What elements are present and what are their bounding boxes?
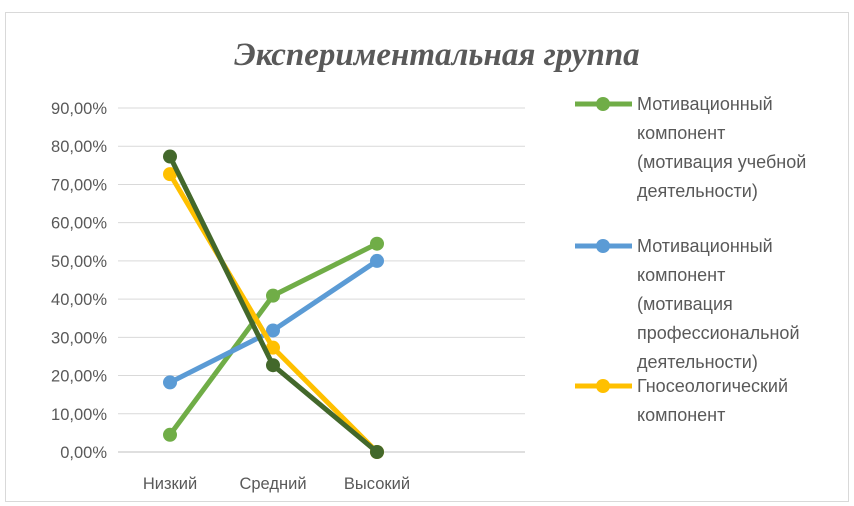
x-tick-label: Высокий	[344, 475, 410, 493]
data-point	[266, 358, 280, 373]
legend-swatch-marker	[596, 379, 610, 393]
legend-label: Гносеологический	[637, 376, 788, 396]
series-1	[163, 236, 384, 442]
data-point	[266, 340, 280, 355]
data-point	[163, 427, 177, 442]
y-tick-label: 30,00%	[51, 329, 107, 347]
legend-entry: Мотивационный компонент (мотивация професси…	[575, 236, 800, 372]
data-point	[370, 253, 384, 268]
legend-label: компонент	[637, 265, 725, 285]
y-tick-label: 60,00%	[51, 215, 107, 233]
legend-swatch-marker	[596, 97, 610, 111]
legend: Мотивационный компонент (мотивация учебной…	[575, 94, 806, 425]
legend-label: Мотивационный	[637, 236, 773, 256]
legend-label: (мотивация учебной	[637, 152, 806, 172]
data-point	[163, 149, 177, 164]
legend-swatch-marker	[596, 239, 610, 253]
legend-label: компонент	[637, 123, 725, 143]
x-tick-label: Средний	[239, 475, 306, 493]
chart-title: Экспериментальная группа	[234, 37, 639, 73]
y-tick-label: 50,00%	[51, 253, 107, 271]
series-4	[163, 149, 384, 459]
data-point	[163, 375, 177, 390]
legend-label: Мотивационный	[637, 94, 773, 114]
series-lines	[163, 149, 384, 459]
data-point	[370, 445, 384, 459]
series-line	[167, 154, 380, 455]
chart-frame	[5, 12, 849, 502]
data-point	[266, 323, 280, 338]
y-tick-label: 80,00%	[51, 138, 107, 156]
y-tick-label: 90,00%	[51, 100, 107, 118]
legend-label: деятельности)	[637, 352, 758, 372]
series-2	[163, 253, 384, 390]
legend-label: (мотивация	[637, 294, 733, 314]
legend-label: компонент	[637, 405, 725, 425]
legend-entry: Гносеологический компонент	[575, 376, 788, 425]
data-point	[370, 236, 384, 251]
y-tick-label: 40,00%	[51, 291, 107, 309]
series-line	[167, 241, 380, 438]
data-point	[163, 167, 177, 182]
legend-entry: Мотивационный компонент (мотивация учебной…	[575, 94, 806, 201]
y-tick-label: 10,00%	[51, 406, 107, 424]
legend-label: профессиональной	[637, 323, 800, 343]
grid-lines	[118, 107, 525, 453]
data-point	[266, 288, 280, 303]
y-tick-label: 0,00%	[60, 444, 107, 462]
y-tick-label: 20,00%	[51, 368, 107, 386]
legend-label: деятельности)	[637, 181, 758, 201]
axis-labels: 0,00% 10,00% 20,00% 30,00% 40,00% 50,00% 60,00…	[51, 100, 410, 493]
x-tick-label: Низкий	[143, 475, 197, 493]
y-tick-label: 70,00%	[51, 176, 107, 194]
